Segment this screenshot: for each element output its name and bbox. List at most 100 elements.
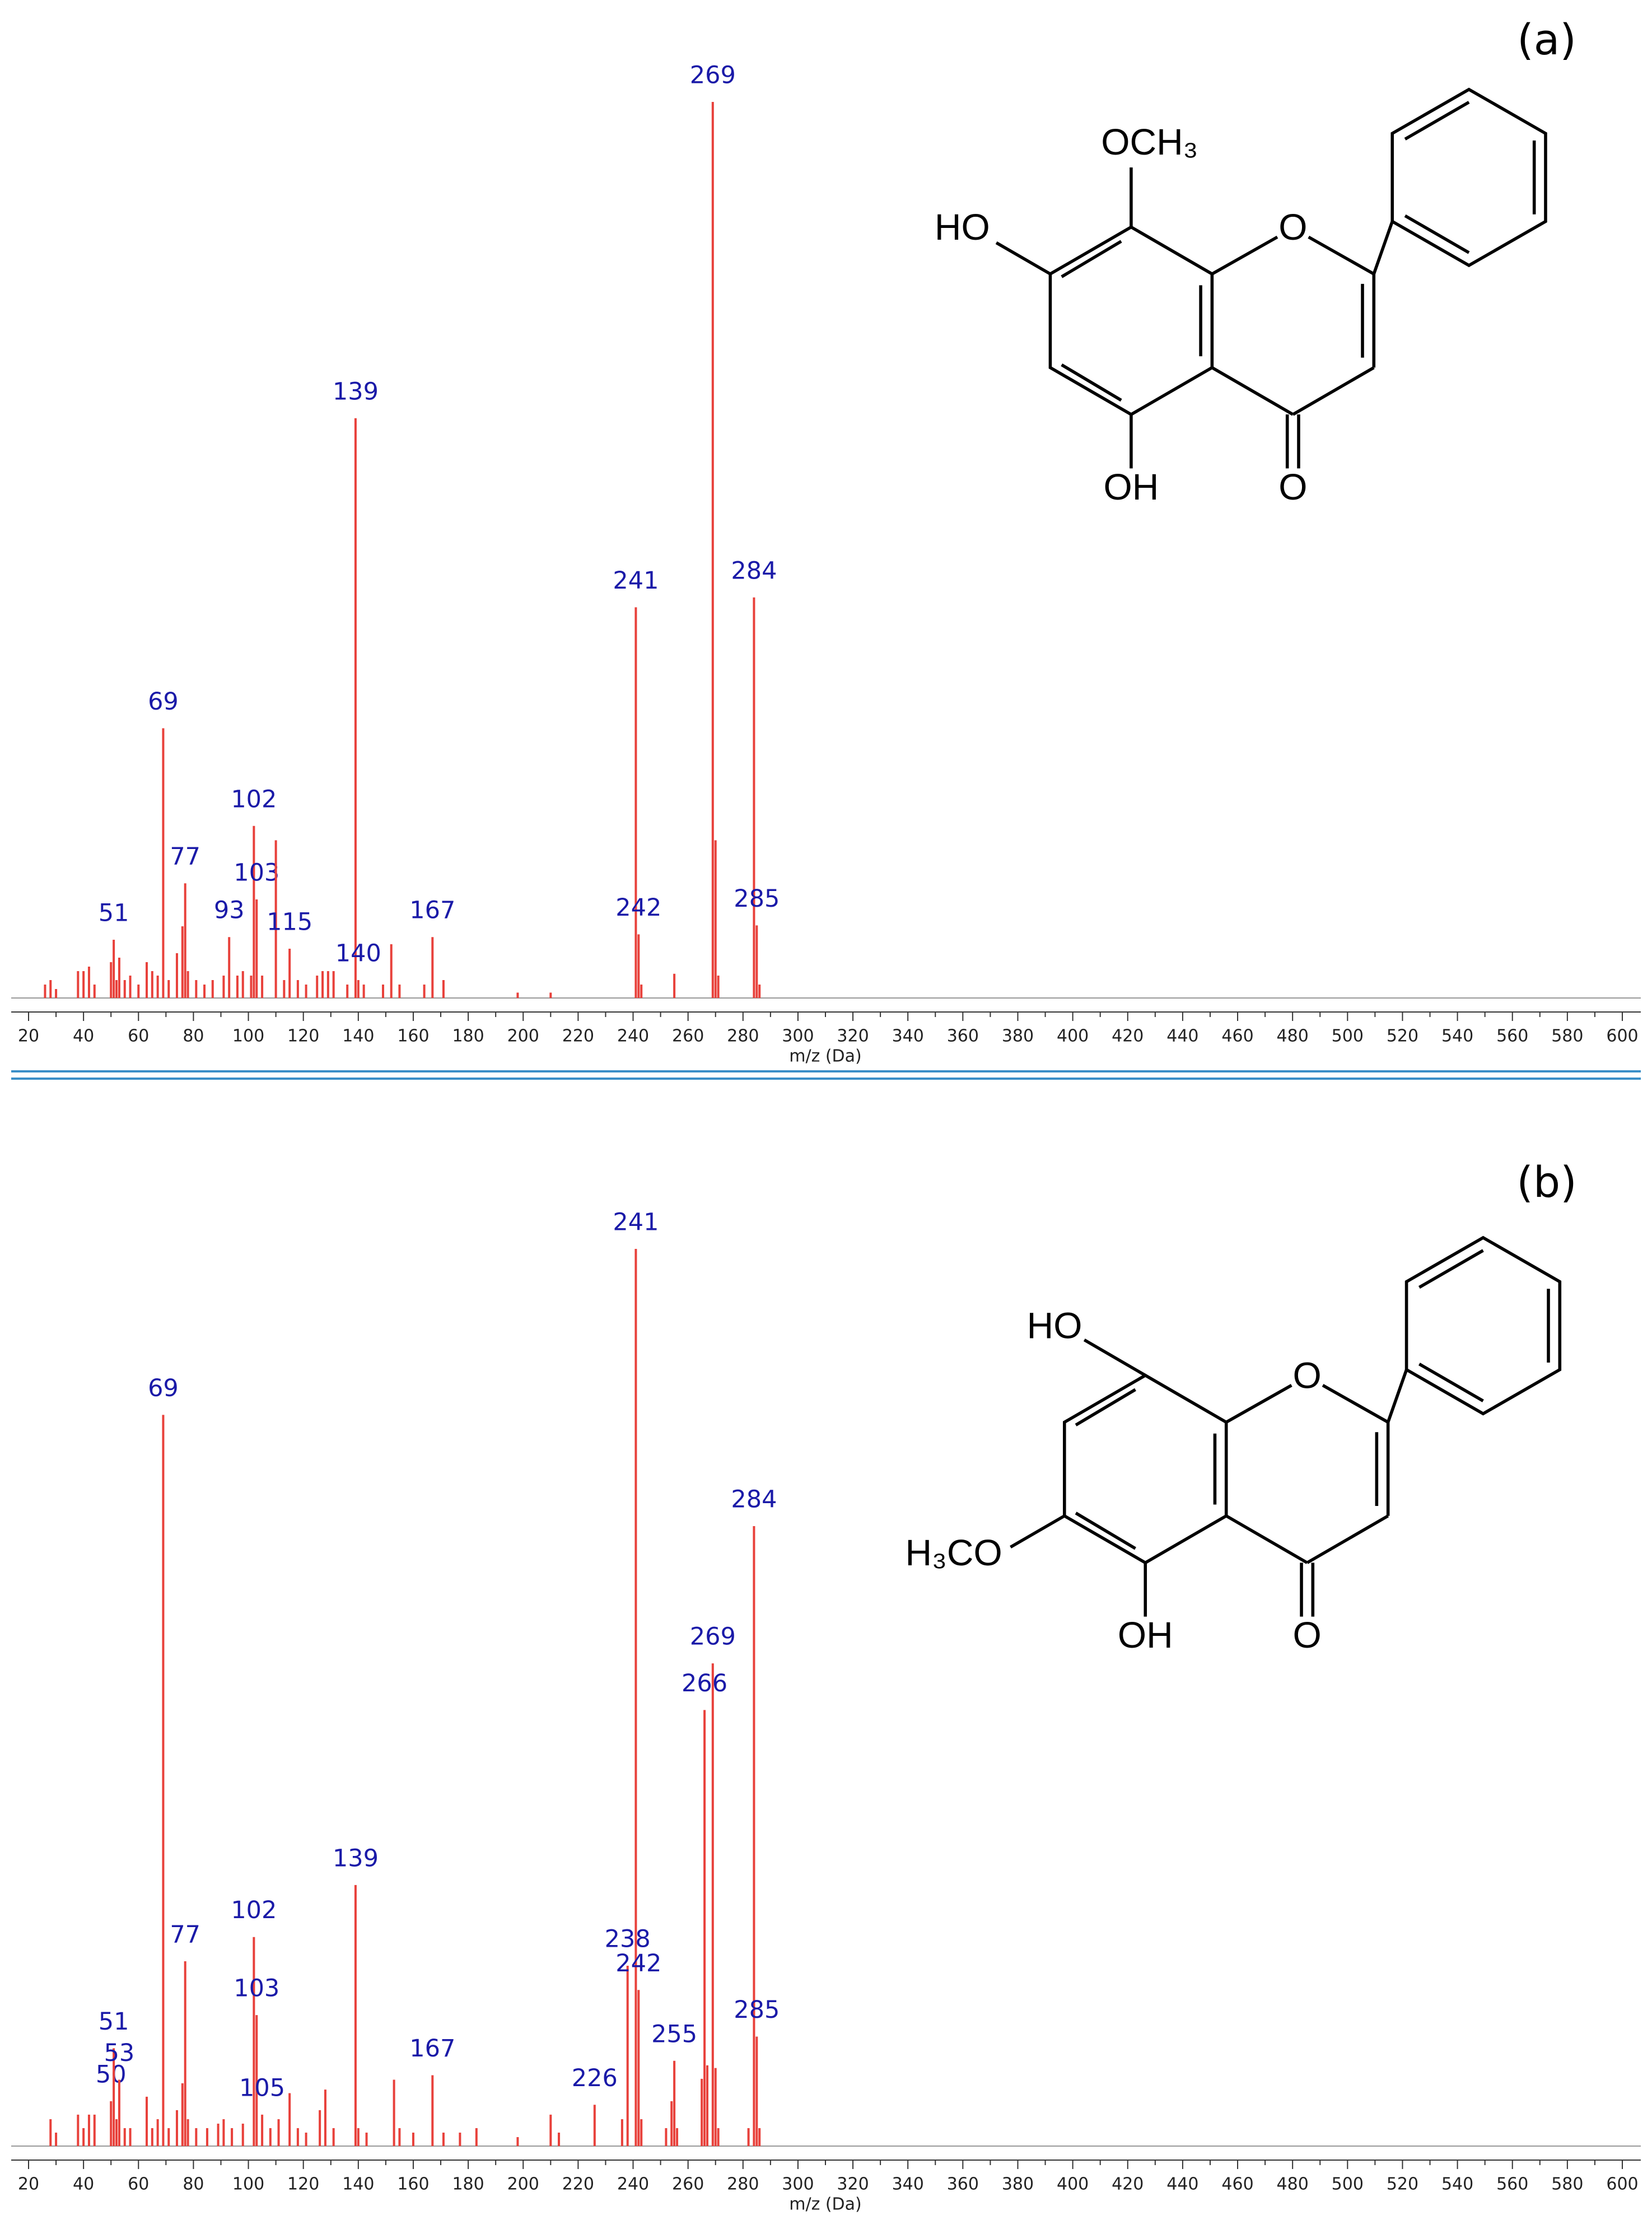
- bond: [1404, 101, 1470, 141]
- peak-label: 284: [731, 557, 777, 585]
- bond: [1225, 1514, 1308, 1564]
- x-tick-label: 500: [1332, 2175, 1364, 2194]
- peak-label: 167: [409, 897, 455, 925]
- x-tick-label: 400: [1057, 2175, 1089, 2194]
- bond: [995, 241, 1051, 276]
- x-tick-label: 120: [287, 2175, 319, 2194]
- panel-label: (a): [1517, 15, 1576, 64]
- x-tick-label: 80: [183, 2175, 204, 2194]
- peak-label: 242: [615, 894, 661, 922]
- peak-label: 69: [148, 1374, 179, 1402]
- x-tick-label: 240: [617, 1027, 649, 1046]
- bond: [1211, 235, 1278, 276]
- peak-label: 102: [231, 785, 277, 813]
- x-tick-label: 340: [892, 2175, 924, 2194]
- x-tick-label: 400: [1057, 1027, 1089, 1046]
- peak-label: 69: [148, 688, 179, 716]
- x-tick-label: 520: [1387, 2175, 1418, 2194]
- x-tick-label: 340: [892, 1027, 924, 1046]
- x-tick-label: 500: [1332, 1027, 1364, 1046]
- peak-label: 255: [651, 2020, 697, 2048]
- structure-label: O: [1293, 1354, 1322, 1396]
- bond: [1225, 1384, 1292, 1424]
- bond: [1075, 1388, 1136, 1426]
- x-tick-label: 20: [18, 2175, 39, 2194]
- peak-label: 269: [690, 1623, 736, 1651]
- x-tick-label: 440: [1166, 2175, 1198, 2194]
- x-tick-label: 220: [562, 2175, 594, 2194]
- structure-label: OCH₃: [1101, 121, 1198, 162]
- x-tick-label: 100: [232, 1027, 264, 1046]
- x-tick-label: 560: [1496, 1027, 1528, 1046]
- structure-b: HO O H₃CO OH O: [906, 1235, 1562, 1655]
- peak-label: 140: [335, 940, 381, 968]
- x-tick-label: 480: [1277, 1027, 1309, 1046]
- structure-label: HO: [1027, 1305, 1082, 1346]
- peak-label: 284: [731, 1486, 777, 1514]
- peak-label: 241: [613, 567, 659, 595]
- bond: [1404, 214, 1470, 254]
- x-tick-label: 200: [507, 2175, 539, 2194]
- peak-label: 139: [333, 1844, 379, 1872]
- x-tick-label: 140: [342, 1027, 374, 1046]
- x-tick-label: 300: [782, 1027, 814, 1046]
- x-tick-label: 420: [1112, 2175, 1144, 2194]
- bond: [1292, 366, 1375, 416]
- bond: [1061, 240, 1122, 278]
- peak-label: 269: [690, 62, 736, 90]
- ring: [1063, 1373, 1228, 1565]
- x-tick-label: 260: [672, 1027, 704, 1046]
- peak-label: 139: [333, 377, 379, 405]
- bond: [1306, 1514, 1389, 1564]
- bond: [1418, 1249, 1484, 1289]
- bond: [1010, 1514, 1066, 1549]
- peak-label: 51: [99, 899, 129, 927]
- structure-label: OH: [1104, 466, 1159, 507]
- x-tick-label: 80: [183, 1027, 204, 1046]
- peak-label: 103: [234, 859, 279, 887]
- x-tick-label: 260: [672, 2175, 704, 2194]
- peak-label: 266: [682, 1669, 727, 1697]
- x-tick-label: 200: [507, 1027, 539, 1046]
- x-tick-label: 100: [232, 2175, 264, 2194]
- x-axis-label: m/z (Da): [789, 2195, 862, 2214]
- x-tick-label: 180: [452, 2175, 484, 2194]
- x-tick-label: 380: [1002, 2175, 1034, 2194]
- peak-label: 102: [231, 1896, 277, 1924]
- structure-label: O: [1293, 1614, 1322, 1655]
- peak-label: 238: [605, 1925, 651, 1953]
- structure-label: O: [1278, 206, 1307, 248]
- x-tick-label: 460: [1221, 2175, 1253, 2194]
- peak-label: 226: [572, 2064, 618, 2092]
- x-tick-label: 20: [18, 1027, 39, 1046]
- x-tick-label: 220: [562, 1027, 594, 1046]
- peak-label: 93: [214, 897, 245, 925]
- x-tick-label: 380: [1002, 1027, 1034, 1046]
- peak-label: 77: [170, 843, 200, 871]
- x-tick-label: 160: [397, 2175, 429, 2194]
- peak-label: 103: [234, 1975, 279, 2003]
- x-tick-label: 180: [452, 1027, 484, 1046]
- structure-label: OH: [1118, 1614, 1173, 1655]
- bond: [1308, 235, 1375, 276]
- structure-label: O: [1278, 466, 1307, 507]
- peak-label: 77: [170, 1920, 200, 1948]
- x-tick-label: 540: [1441, 1027, 1473, 1046]
- x-tick-label: 580: [1551, 2175, 1583, 2194]
- x-tick-label: 120: [287, 1027, 319, 1046]
- bond: [1075, 1512, 1136, 1550]
- x-tick-label: 40: [73, 1027, 94, 1046]
- x-tick-label: 60: [128, 1027, 149, 1046]
- x-tick-label: 280: [727, 1027, 759, 1046]
- peak-label: 105: [239, 2074, 285, 2102]
- x-tick-label: 440: [1166, 1027, 1198, 1046]
- x-tick-label: 520: [1387, 1027, 1418, 1046]
- bond: [1387, 1369, 1408, 1423]
- bond: [1083, 1338, 1146, 1377]
- x-tick-label: 560: [1496, 2175, 1528, 2194]
- structure-a: OCH₃ HO O OH O: [935, 87, 1547, 507]
- peak-label: 50: [96, 2060, 127, 2088]
- bond: [1418, 1363, 1484, 1402]
- x-tick-label: 60: [128, 2175, 149, 2194]
